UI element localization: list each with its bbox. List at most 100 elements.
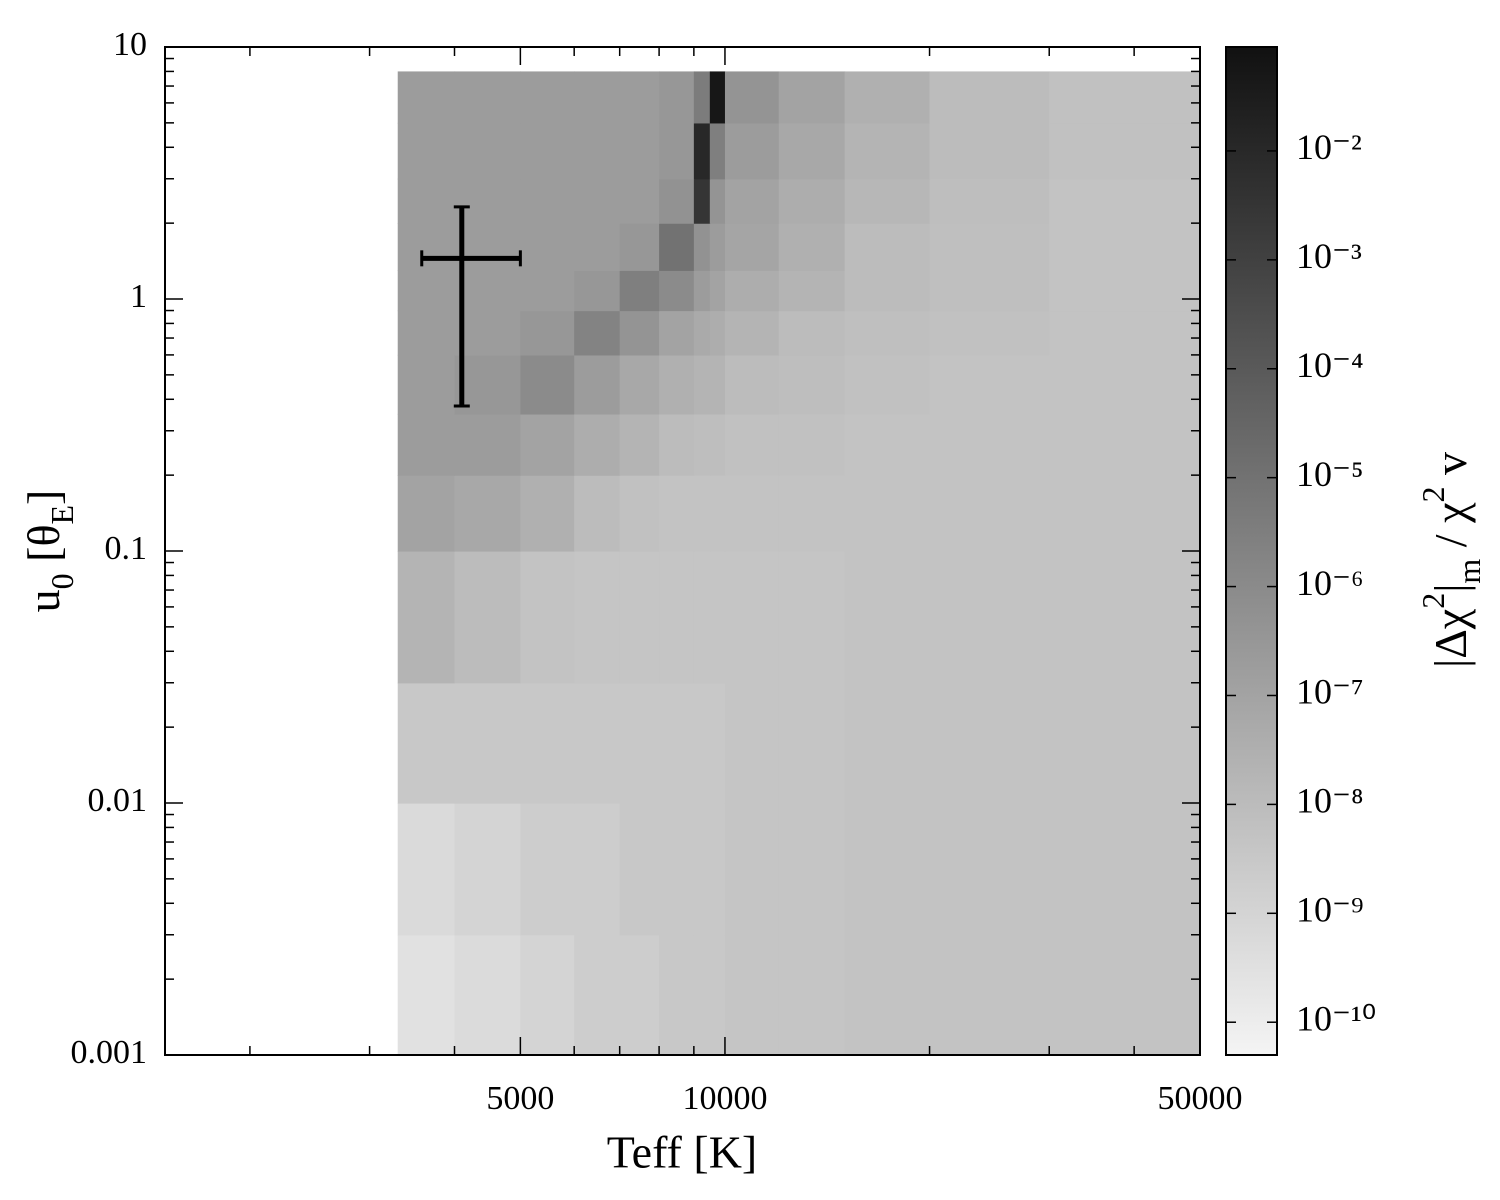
heatmap-cell [778,475,846,552]
heatmap-cell [709,413,726,476]
y-axis-label-part: 0 [44,573,80,589]
heatmap-cell [397,934,456,1056]
heatmap-cell [778,934,846,1056]
heatmap-cell [724,682,780,804]
heatmap-cell [574,413,621,476]
heatmap-cell [397,682,456,804]
y-tick-label: 0.001 [71,1034,148,1071]
heatmap-cell [709,803,726,936]
heatmap-cell [693,270,711,312]
heatmap-cell [778,270,846,312]
heatmap-cell [844,354,931,415]
heatmap-cell [619,413,660,476]
y-axis-label-part: u [18,589,69,612]
heatmap-cell [709,682,726,804]
heatmap-cell [929,223,1050,271]
heatmap-cell [724,122,780,180]
heatmap-cell [520,413,575,476]
heatmap-cell [844,178,931,224]
heatmap-cell [397,178,456,224]
heatmap-cell [724,223,780,271]
heatmap-cell [693,682,711,804]
heatmap-cell [574,354,621,415]
heatmap-cell [844,934,931,1056]
heatmap-cell [659,178,695,224]
heatmap-cell [454,310,521,356]
heatmap-cell [929,934,1050,1056]
heatmap-cell [929,413,1050,476]
colorbar-tick-label: 10⁻⁸ [1296,781,1364,821]
heatmap-cell [778,413,846,476]
heatmap-cell [724,270,780,312]
heatmap-cell [724,413,780,476]
colorbar-tick-label: 10⁻² [1296,127,1362,167]
heatmap-cell [619,475,660,552]
heatmap-cell [520,682,575,804]
heatmap-cell [778,178,846,224]
colorbar-label-part: 2 [1415,593,1451,609]
heatmap-cell [520,223,575,271]
heatmap-cell [397,223,456,271]
heatmap-cell [709,310,726,356]
heatmap-cell [454,475,521,552]
heatmap-cell [574,682,621,804]
heatmap-cell [574,934,621,1056]
heatmap-cell [1049,310,1201,356]
y-axis-label-part: E [44,505,80,525]
heatmap-cell [929,178,1050,224]
heatmap-cell [724,178,780,224]
heatmap-cell [397,803,456,936]
heatmap-cell [520,178,575,224]
heatmap-cell [619,803,660,936]
heatmap-cell [709,354,726,415]
y-axis-label-part: ] [18,490,69,505]
colorbar-tick-label: 10⁻⁶ [1296,563,1364,603]
colorbar-label: |Δχ2|m / χ2 v [1415,452,1487,668]
heatmap-cell [709,71,726,124]
colorbar-tick-label: 10⁻³ [1296,236,1362,276]
heatmap-cell [1049,551,1201,684]
heatmap-cell [454,934,521,1056]
heatmap-cell [659,71,695,124]
heatmap-cell [844,682,931,804]
heatmap-cell [1049,270,1201,312]
heatmap-cell [693,223,711,271]
heatmap-cell [397,475,456,552]
heatmap-cell [520,354,575,415]
heatmap-cell [929,682,1050,804]
heatmap-cell [659,223,695,271]
heatmap-cell [724,310,780,356]
colorbar-label-part: 2 [1415,486,1451,502]
heatmap-cell [929,803,1050,936]
x-axis-label: Teff [K] [607,1127,757,1178]
heatmap-cell [693,71,711,124]
heatmap-cell [1049,682,1201,804]
heatmap-cell [778,682,846,804]
heatmap-cell [778,354,846,415]
heatmap-cell [454,551,521,684]
colorbar-label-part: |Δχ [1425,608,1476,668]
heatmap-cell [454,803,521,936]
heatmap-cell [454,71,521,124]
heatmap-cell [844,551,931,684]
y-axis-label-part: [θ [18,525,69,574]
heatmap-cell [1049,803,1201,936]
heatmap-cell [454,122,521,180]
heatmap-cell [520,310,575,356]
colorbar-tick-label: 10⁻⁹ [1296,890,1364,930]
heatmap-cell [778,71,846,124]
heatmap-cell [397,270,456,312]
heatmap-cell [520,122,575,180]
heatmap-cell [520,551,575,684]
heatmap-cell [724,71,780,124]
heatmap-cell [574,71,621,124]
heatmap-cell [619,934,660,1056]
heatmap-cell [709,551,726,684]
heatmap-cell [844,122,931,180]
colorbar-label-part: m [1451,559,1487,584]
heatmap-cell [1049,122,1201,180]
heatmap-cell [929,354,1050,415]
heatmap-cell [929,310,1050,356]
heatmap-cell [724,475,780,552]
heatmap-cell [619,122,660,180]
